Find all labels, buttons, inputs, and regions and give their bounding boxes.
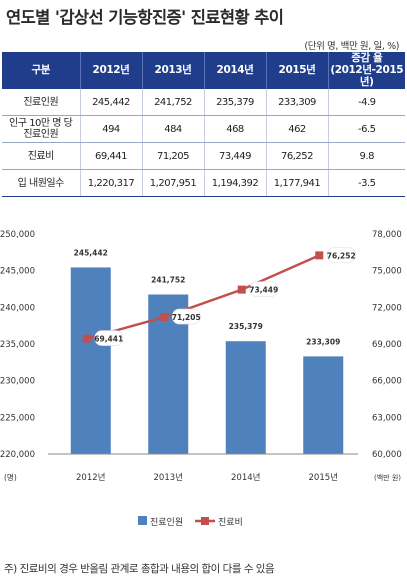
table-cell: 468 [203, 115, 266, 143]
y-left-tick-label: 250,000 [0, 230, 35, 240]
line-point [82, 334, 91, 343]
row-label: 진료인원 [2, 88, 80, 116]
page-title: 연도별 '갑상선 기능항진증' 진료현황 추이 [6, 8, 284, 27]
table-row: 진료비 69,441 71,205 73,449 76,252 9.8 [2, 142, 405, 170]
row-label: 인구 10만 명 당 진료인원 [2, 115, 80, 143]
table-cell: 233,309 [265, 88, 328, 116]
footnote: 주) 진료비의 경우 반올림 관계로 총합과 내용의 합이 다를 수 있음 [4, 563, 275, 575]
unit-note: (단위 명, 백만 원, 일, %) [304, 41, 399, 52]
table-cell: 241,752 [141, 88, 204, 116]
y-left-tick-label: 230,000 [0, 377, 35, 387]
y-left-tick-label: 220,000 [0, 450, 35, 460]
y-left-tick-label: 235,000 [0, 340, 35, 350]
y-right-tick-label: 69,000 [372, 340, 402, 350]
y-right-tick-label: 72,000 [372, 303, 402, 313]
table-row: 진료인원 245,442 241,752 235,379 233,309 -4.9 [2, 88, 405, 116]
y-left-tick-label: 245,000 [0, 267, 35, 277]
table-cell: 1,177,941 [265, 169, 328, 197]
x-tick-label: 2013년 [154, 472, 183, 483]
row-label: 입 내원일수 [2, 169, 80, 197]
bar-data-label: 245,442 [74, 248, 108, 257]
line-label-bg [171, 308, 201, 325]
bar-data-label: 233,309 [306, 337, 340, 346]
bar [303, 356, 344, 454]
legend-label-bar: 진료인원 [150, 517, 183, 528]
table-cell: 1,194,392 [203, 169, 266, 197]
bar [225, 341, 266, 454]
line-series-costs [86, 254, 320, 340]
line-data-label: 69,441 [94, 335, 123, 344]
bar-data-label: 235,379 [229, 322, 263, 331]
line-data-label: 76,252 [327, 251, 356, 260]
bar-data-label: 241,752 [151, 275, 185, 284]
y-right-tick-label: 66,000 [372, 377, 402, 387]
x-tick-label: 2015년 [309, 472, 338, 483]
table-cell: -4.9 [327, 88, 405, 116]
bar [70, 267, 111, 454]
x-tick-label: 2014년 [231, 472, 260, 483]
x-tick-label: 2012년 [76, 472, 105, 483]
y-left-unit: (명) [4, 472, 17, 482]
header-2013: 2013년 [141, 52, 204, 89]
y-right-tick-label: 60,000 [372, 450, 402, 460]
header-2015: 2015년 [265, 52, 328, 89]
row-label: 진료비 [2, 142, 80, 170]
legend-marker-swatch [201, 517, 209, 525]
header-2014: 2014년 [203, 52, 266, 89]
legend-swatch-bar [138, 516, 147, 525]
table-row: 인구 10만 명 당 진료인원 494 484 468 462 -6.5 [2, 115, 405, 143]
legend-label-line: 진료비 [218, 517, 243, 528]
y-left-tick-label: 240,000 [0, 303, 35, 313]
header-category: 구분 [2, 52, 80, 89]
table-cell: 494 [79, 115, 142, 143]
header-change-rate: 증감 율 (2012년-2015년) [327, 52, 405, 89]
table-cell: -6.5 [327, 115, 405, 143]
table-cell: -3.5 [327, 169, 405, 197]
stats-table: 구분 2012년 2013년 2014년 2015년 증감 율 (2012년-20… [2, 52, 405, 197]
line-data-label: 73,449 [249, 286, 278, 295]
table-cell: 235,379 [203, 88, 266, 116]
table-cell: 1,207,951 [141, 169, 204, 197]
line-label-bg [249, 281, 279, 297]
line-label-bg [94, 330, 124, 346]
table-cell: 9.8 [327, 142, 405, 170]
y-right-tick-label: 75,000 [372, 267, 402, 277]
table-cell: 76,252 [265, 142, 328, 170]
line-data-label: 71,205 [172, 313, 201, 322]
line-point [315, 251, 324, 260]
table-cell: 484 [141, 115, 204, 143]
table-cell: 71,205 [141, 142, 204, 170]
table-cell: 69,441 [79, 142, 142, 170]
table-cell: 1,220,317 [79, 169, 142, 197]
table-cell: 462 [265, 115, 328, 143]
header-2012: 2012년 [79, 52, 142, 89]
line-point [237, 285, 246, 294]
table-cell: 245,442 [79, 88, 142, 116]
y-left-tick-label: 225,000 [0, 413, 35, 423]
table-header-row: 구분 2012년 2013년 2014년 2015년 증감 율 (2012년-20… [2, 52, 405, 89]
y-right-tick-label: 78,000 [372, 230, 402, 240]
line-label-bg [326, 247, 356, 263]
y-right-tick-label: 63,000 [372, 413, 402, 423]
table-row: 입 내원일수 1,220,317 1,207,951 1,194,392 1,177,9… [2, 169, 405, 197]
y-right-unit: (백만 원) [374, 473, 401, 482]
table-cell: 73,449 [203, 142, 266, 170]
line-point [160, 313, 169, 322]
combo-chart: 220,000 225,000 230,000 235,000 240,000 245,0… [0, 230, 402, 528]
